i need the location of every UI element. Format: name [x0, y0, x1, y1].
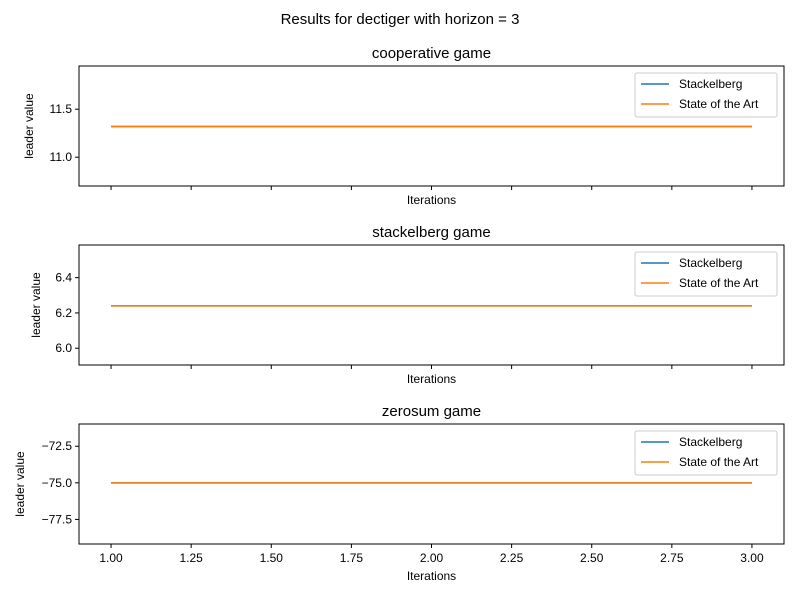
chart-title: cooperative game	[372, 45, 491, 62]
x-tick-label: 2.75	[660, 551, 684, 565]
y-axis-label: leader value	[29, 272, 43, 338]
legend-box	[634, 251, 778, 297]
chart-panel-2: 6.0 6.2 6.4 stackelberg game Iterations leade…	[29, 224, 785, 386]
x-axis-label: Iterations	[407, 193, 456, 207]
legend: Stackelberg State of the Art	[634, 430, 778, 476]
y-tick-label: 11.5	[50, 102, 73, 116]
legend-label: State of the Art	[679, 97, 759, 111]
x-axis-label: Iterations	[407, 569, 456, 583]
panels-container: 11.0 11.5 cooperative game Iterations leader…	[13, 45, 785, 583]
x-tick-label: 2.25	[500, 551, 524, 565]
y-tick-label: 6.4	[55, 271, 72, 285]
chart-title: stackelberg game	[372, 224, 490, 241]
legend-label: State of the Art	[679, 276, 759, 290]
x-tick-label: 1.50	[260, 551, 284, 565]
x-tick-label: 2.00	[420, 551, 444, 565]
legend-label: Stackelberg	[679, 77, 742, 91]
chart-panel-1: 11.0 11.5 cooperative game Iterations leader…	[22, 45, 785, 207]
y-axis-label: leader value	[13, 451, 27, 517]
legend-box	[634, 72, 778, 118]
legend: Stackelberg State of the Art	[634, 72, 778, 118]
y-tick-label: −75.0	[42, 476, 73, 490]
figure-suptitle: Results for dectiger with horizon = 3	[281, 11, 520, 28]
y-tick-label: −72.5	[42, 439, 73, 453]
legend-label: Stackelberg	[679, 435, 742, 449]
y-tick-label: 6.0	[55, 341, 72, 355]
chart-title: zerosum game	[382, 403, 481, 420]
x-tick-label: 2.50	[580, 551, 604, 565]
legend-box	[634, 430, 778, 476]
legend-label: Stackelberg	[679, 256, 742, 270]
x-tick-label: 1.25	[179, 551, 203, 565]
y-tick-label: 6.2	[55, 306, 72, 320]
y-tick-label: 11.0	[50, 150, 73, 164]
x-tick-label: 1.00	[99, 551, 123, 565]
chart-panel-3: 1.00 1.25 1.50 1.75 2.00 2.25 2.50 2.75 3.00 −77.…	[13, 403, 785, 583]
x-axis-label: Iterations	[407, 372, 456, 386]
y-axis-label: leader value	[22, 93, 36, 159]
legend: Stackelberg State of the Art	[634, 251, 778, 297]
x-tick-label: 1.75	[340, 551, 364, 565]
x-tick-label: 3.00	[740, 551, 764, 565]
legend-label: State of the Art	[679, 455, 759, 469]
y-tick-label: −77.5	[42, 512, 73, 526]
